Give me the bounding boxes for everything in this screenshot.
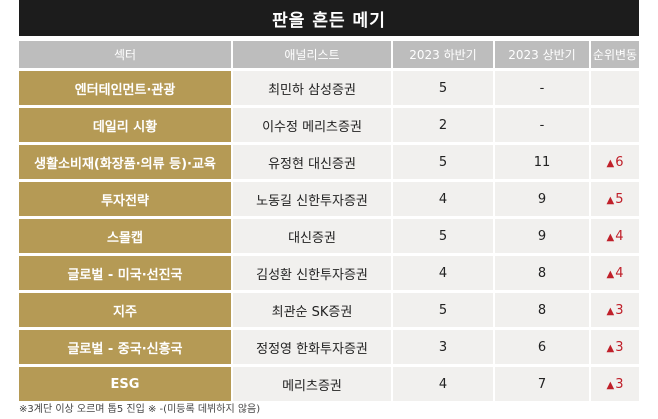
table-row: 데일리 시황 이수정 메리츠증권 2- <box>19 108 639 142</box>
h2-score-cell: 3 <box>393 330 495 364</box>
table-row: 스몰캡 대신증권 5 9 ▲4 <box>19 219 639 253</box>
h1-score-cell: 7 <box>495 367 591 401</box>
header-sector: 섹터 <box>19 41 233 68</box>
h1-score-cell: 9 <box>495 219 591 253</box>
sector-cell: 엔터테인먼트·관광 <box>19 71 233 105</box>
table-row: 글로벌 - 중국·신흥국 정정영 한화투자증권 3 6 ▲3 <box>19 330 639 364</box>
h1-score-cell: 6 <box>495 330 591 364</box>
rank-up-icon: ▲ <box>606 379 615 391</box>
analyst-cell: 유정현 대신증권 <box>233 145 393 179</box>
sector-cell: 글로벌 - 중국·신흥국 <box>19 330 233 364</box>
ranking-table: 섹터 애널리스트 2023 하반기 2023 상반기 순위변동 엔터테인먼트·관… <box>19 38 639 404</box>
rank-change-value: 3 <box>615 339 624 355</box>
header-2023-h2: 2023 하반기 <box>393 41 495 68</box>
rank-change-cell: ▲5 <box>591 182 639 216</box>
analyst-cell: 대신증권 <box>233 219 393 253</box>
rank-up-icon: ▲ <box>606 231 615 243</box>
sector-cell: 데일리 시황 <box>19 108 233 142</box>
rank-up-icon: ▲ <box>606 342 615 354</box>
sector-cell: 투자전략 <box>19 182 233 216</box>
h1-score-cell: 8 <box>495 256 591 290</box>
analyst-cell: 이수정 메리츠증권 <box>233 108 393 142</box>
rank-change-cell <box>591 71 639 105</box>
h2-score-cell: 4 <box>393 182 495 216</box>
h1-score-cell: - <box>495 108 591 142</box>
rank-change-value: 4 <box>615 265 624 281</box>
rank-change-cell: ▲3 <box>591 330 639 364</box>
analyst-cell: 정정영 한화투자증권 <box>233 330 393 364</box>
table-row: 투자전략 노동길 신한투자증권 4 9 ▲5 <box>19 182 639 216</box>
analyst-cell: 최민하 삼성증권 <box>233 71 393 105</box>
rank-change-value: 3 <box>615 376 624 392</box>
rank-change-cell: ▲3 <box>591 367 639 401</box>
rank-up-icon: ▲ <box>606 157 615 169</box>
header-row: 섹터 애널리스트 2023 하반기 2023 상반기 순위변동 <box>19 41 639 68</box>
header-2023-h1: 2023 상반기 <box>495 41 591 68</box>
rank-change-cell: ▲4 <box>591 256 639 290</box>
table-row: 엔터테인먼트·관광 최민하 삼성증권 5- <box>19 71 639 105</box>
analyst-cell: 메리츠증권 <box>233 367 393 401</box>
table-row: ESG 메리츠증권 4 7 ▲3 <box>19 367 639 401</box>
h2-score-cell: 4 <box>393 367 495 401</box>
table-title: 판을 흔든 메기 <box>19 0 639 36</box>
h1-score-cell: - <box>495 71 591 105</box>
rank-up-icon: ▲ <box>606 268 615 280</box>
sector-cell: 지주 <box>19 293 233 327</box>
header-analyst: 애널리스트 <box>233 41 393 68</box>
analyst-cell: 노동길 신한투자증권 <box>233 182 393 216</box>
rank-change-value: 4 <box>615 228 624 244</box>
rank-change-cell <box>591 108 639 142</box>
table-row: 지주 최관순 SK증권 5 8 ▲3 <box>19 293 639 327</box>
h2-score-cell: 5 <box>393 219 495 253</box>
h2-score-cell: 5 <box>393 71 495 105</box>
table-row: 생활소비재(화장품·의류 등)·교육 유정현 대신증권 5 11 ▲6 <box>19 145 639 179</box>
sector-cell: 생활소비재(화장품·의류 등)·교육 <box>19 145 233 179</box>
h1-score-cell: 11 <box>495 145 591 179</box>
h2-score-cell: 5 <box>393 145 495 179</box>
h1-score-cell: 9 <box>495 182 591 216</box>
table-row: 글로벌 - 미국·선진국 김성환 신한투자증권 4 8 ▲4 <box>19 256 639 290</box>
rank-change-cell: ▲3 <box>591 293 639 327</box>
footnote: ※3계단 이상 오르며 톱5 진입 ※ -(미등록 데뷔하지 않음) <box>19 404 261 415</box>
rank-change-cell: ▲4 <box>591 219 639 253</box>
sector-cell: ESG <box>19 367 233 401</box>
h2-score-cell: 4 <box>393 256 495 290</box>
rank-change-value: 5 <box>615 191 624 207</box>
rank-change-value: 3 <box>615 302 624 318</box>
sector-cell: 글로벌 - 미국·선진국 <box>19 256 233 290</box>
h2-score-cell: 2 <box>393 108 495 142</box>
header-rank-change: 순위변동 <box>591 41 639 68</box>
h2-score-cell: 5 <box>393 293 495 327</box>
rank-change-value: 6 <box>615 154 624 170</box>
rank-up-icon: ▲ <box>606 194 615 206</box>
rank-change-cell: ▲6 <box>591 145 639 179</box>
sector-cell: 스몰캡 <box>19 219 233 253</box>
analyst-cell: 김성환 신한투자증권 <box>233 256 393 290</box>
analyst-cell: 최관순 SK증권 <box>233 293 393 327</box>
rank-up-icon: ▲ <box>606 305 615 317</box>
h1-score-cell: 8 <box>495 293 591 327</box>
